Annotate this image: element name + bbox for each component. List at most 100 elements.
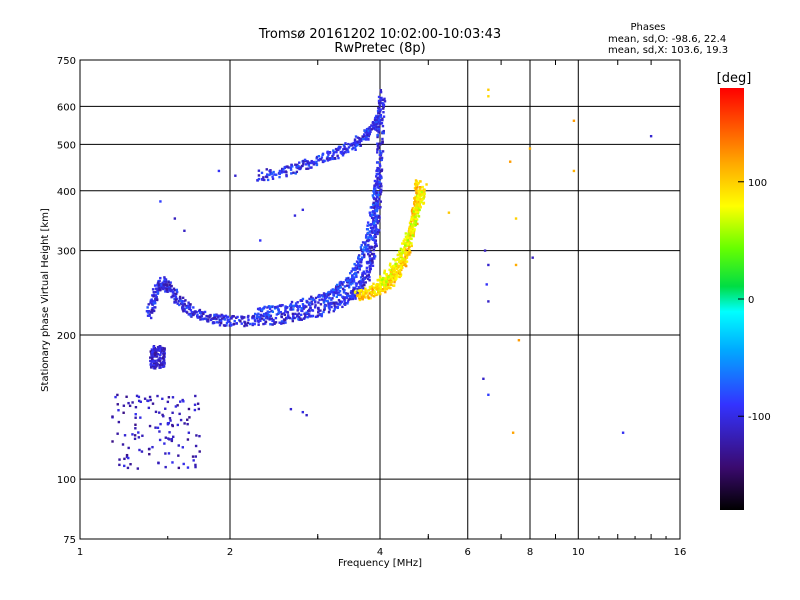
echo-point	[156, 359, 159, 362]
echo-point	[254, 319, 257, 323]
echo-point	[271, 323, 274, 326]
echo-point	[378, 288, 382, 292]
echo-point	[322, 300, 326, 303]
echo-point	[243, 316, 246, 319]
echo-point	[155, 290, 158, 293]
echo-point	[307, 167, 310, 170]
echo-point	[181, 296, 185, 300]
echo-point	[181, 301, 184, 305]
echo-point	[355, 282, 359, 285]
echo-point	[233, 319, 236, 323]
echo-point	[376, 214, 380, 217]
echo-point	[310, 166, 313, 169]
echo-point	[156, 394, 159, 398]
echo-point	[183, 229, 186, 232]
echo-point	[195, 434, 198, 437]
echo-point	[184, 299, 187, 302]
echo-point	[364, 138, 368, 141]
echo-point	[376, 283, 380, 286]
echo-point	[127, 401, 130, 405]
echo-point	[418, 205, 422, 208]
echo-point	[138, 448, 141, 452]
echo-point	[404, 251, 407, 254]
echo-point	[252, 316, 256, 320]
echo-point	[303, 315, 307, 319]
echo-point	[413, 215, 417, 219]
echo-point	[340, 300, 344, 303]
echo-point	[259, 313, 262, 317]
echo-point	[298, 304, 301, 308]
echo-point	[186, 466, 190, 469]
echo-point	[337, 299, 341, 302]
echo-point	[146, 311, 150, 314]
echo-point	[126, 466, 130, 470]
echo-point	[359, 246, 363, 249]
echo-point	[360, 139, 363, 143]
echo-point	[375, 114, 378, 118]
echo-point	[125, 395, 128, 398]
echo-point	[369, 206, 373, 209]
echo-point	[392, 257, 395, 261]
echo-point	[390, 283, 393, 287]
echo-point	[372, 282, 375, 286]
echo-point	[413, 201, 416, 204]
echo-point	[402, 248, 406, 251]
echo-point	[300, 164, 304, 168]
echo-point	[374, 217, 378, 220]
echo-point	[320, 314, 323, 318]
echo-point	[344, 142, 347, 145]
echo-point	[308, 301, 312, 305]
echo-point	[328, 151, 332, 155]
echo-point	[327, 305, 331, 308]
echo-point	[381, 278, 384, 282]
echo-point	[371, 264, 375, 267]
x-tick-label: 6	[465, 547, 471, 558]
echo-point	[352, 267, 355, 271]
echo-point	[269, 323, 272, 326]
echo-point	[311, 297, 314, 300]
echo-point	[381, 289, 385, 293]
echo-point	[248, 322, 252, 326]
echo-point	[342, 280, 345, 284]
echo-point	[164, 436, 168, 439]
echo-point	[266, 306, 269, 309]
echo-point	[354, 135, 358, 138]
echo-point	[162, 286, 166, 289]
echo-point	[310, 295, 313, 299]
echo-point	[378, 174, 382, 177]
echo-point	[158, 353, 162, 357]
echo-point	[365, 270, 369, 273]
echo-point	[179, 299, 182, 302]
echo-point	[356, 271, 360, 274]
echo-point	[256, 307, 260, 311]
echo-point	[366, 132, 370, 135]
echo-point	[171, 396, 175, 399]
echo-point	[326, 150, 329, 154]
echo-point	[221, 314, 224, 317]
echo-point	[286, 165, 289, 168]
echo-point	[377, 129, 381, 132]
echo-point	[134, 416, 137, 419]
echo-point	[335, 295, 339, 299]
echo-point	[194, 463, 197, 467]
echo-point	[368, 260, 372, 263]
echo-point	[319, 309, 322, 312]
echo-point	[394, 274, 397, 278]
echo-point	[351, 147, 354, 151]
echo-point	[332, 288, 336, 292]
echo-point	[290, 172, 293, 175]
echo-point	[376, 109, 380, 113]
echo-point	[256, 179, 259, 182]
echo-point	[416, 189, 419, 192]
echo-point	[370, 213, 374, 217]
echo-point	[364, 248, 368, 251]
echo-point	[380, 185, 383, 188]
echo-point	[149, 359, 152, 363]
echo-point	[339, 145, 342, 149]
echo-point	[174, 301, 178, 304]
echo-point	[371, 238, 375, 241]
echo-point	[176, 302, 179, 305]
echo-point	[150, 357, 154, 361]
echo-point	[160, 357, 163, 360]
chart-title: Tromsø 20161202 10:02:00-10:03:43	[258, 27, 501, 42]
